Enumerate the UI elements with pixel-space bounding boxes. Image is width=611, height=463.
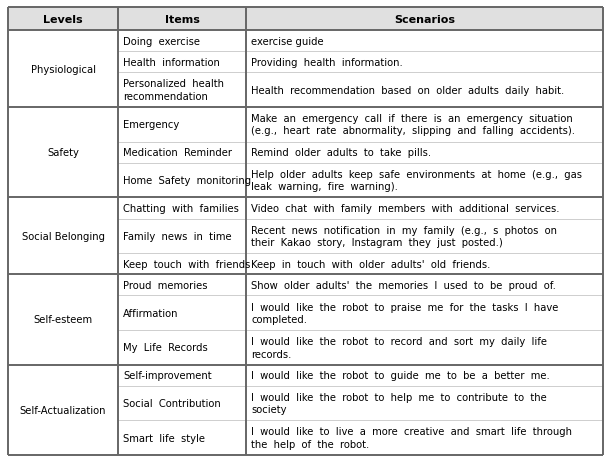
Text: Affirmation: Affirmation (123, 308, 178, 318)
Bar (118, 163, 246, 198)
Bar (118, 198, 246, 219)
Text: Recent  news  notification  in  my  family  (e.g.,  s  photos  on
their  Kakao  : Recent news notification in my family (e… (251, 225, 557, 247)
Bar (118, 142, 246, 163)
Bar (246, 73, 603, 108)
Text: I  would  like  the  robot  to  help  me  to  contribute  to  the
society: I would like the robot to help me to con… (251, 392, 547, 414)
Bar (8, 8, 603, 31)
Bar (118, 420, 246, 455)
Text: Help  older  adults  keep  safe  environments  at  home  (e.g.,  gas
leak  warni: Help older adults keep safe environments… (251, 169, 582, 192)
Text: Physiological: Physiological (31, 64, 95, 75)
Text: Keep  touch  with  friends: Keep touch with friends (123, 259, 251, 269)
Text: Safety: Safety (47, 148, 79, 158)
Text: Family  news  in  time: Family news in time (123, 232, 232, 241)
Text: Medication  Reminder: Medication Reminder (123, 148, 232, 158)
Bar (118, 219, 246, 254)
Bar (8, 275, 118, 365)
Text: Social  Contribution: Social Contribution (123, 398, 221, 408)
Text: Chatting  with  families: Chatting with families (123, 203, 239, 213)
Bar (8, 365, 118, 455)
Bar (246, 108, 603, 142)
Text: My  Life  Records: My Life Records (123, 343, 208, 352)
Text: Levels: Levels (43, 14, 83, 25)
Text: I  would  like  the  robot  to  praise  me  for  the  tasks  I  have
completed.: I would like the robot to praise me for … (251, 302, 558, 324)
Bar (246, 386, 603, 420)
Bar (246, 296, 603, 330)
Bar (118, 73, 246, 108)
Text: Video  chat  with  family  members  with  additional  services.: Video chat with family members with addi… (251, 203, 560, 213)
Text: Keep  in  touch  with  older  adults'  old  friends.: Keep in touch with older adults' old fri… (251, 259, 491, 269)
Text: Providing  health  information.: Providing health information. (251, 58, 403, 68)
Text: Show  older  adults'  the  memories  I  used  to  be  proud  of.: Show older adults' the memories I used t… (251, 280, 556, 290)
Text: I  would  like  to  live  a  more  creative  and  smart  life  through
the  help: I would like to live a more creative and… (251, 426, 572, 449)
Bar (246, 275, 603, 296)
Text: exercise guide: exercise guide (251, 37, 324, 47)
Text: Home  Safety  monitoring: Home Safety monitoring (123, 175, 251, 186)
Bar (246, 163, 603, 198)
Bar (246, 420, 603, 455)
Bar (118, 296, 246, 330)
Text: Scenarios: Scenarios (394, 14, 455, 25)
Text: Smart  life  style: Smart life style (123, 433, 205, 443)
Bar (246, 198, 603, 219)
Text: I  would  like  the  robot  to  record  and  sort  my  daily  life
records.: I would like the robot to record and sor… (251, 337, 547, 359)
Bar (246, 330, 603, 365)
Bar (118, 386, 246, 420)
Bar (118, 330, 246, 365)
Text: Remind  older  adults  to  take  pills.: Remind older adults to take pills. (251, 148, 431, 158)
Text: Doing  exercise: Doing exercise (123, 37, 200, 47)
Text: Emergency: Emergency (123, 120, 179, 130)
Bar (118, 365, 246, 386)
Bar (246, 365, 603, 386)
Bar (8, 108, 118, 198)
Text: Social Belonging: Social Belonging (21, 232, 104, 241)
Bar (118, 254, 246, 275)
Bar (8, 198, 118, 275)
Text: Self-Actualization: Self-Actualization (20, 405, 106, 415)
Text: Items: Items (164, 14, 199, 25)
Bar (118, 31, 246, 52)
Bar (118, 52, 246, 73)
Bar (246, 52, 603, 73)
Text: Proud  memories: Proud memories (123, 280, 208, 290)
Text: Health  information: Health information (123, 58, 220, 68)
Bar (246, 31, 603, 52)
Text: Health  recommendation  based  on  older  adults  daily  habit.: Health recommendation based on older adu… (251, 86, 564, 95)
Text: Self-esteem: Self-esteem (34, 315, 93, 325)
Bar (8, 31, 118, 108)
Bar (246, 219, 603, 254)
Text: Personalized  health
recommendation: Personalized health recommendation (123, 79, 224, 102)
Bar (118, 275, 246, 296)
Bar (246, 142, 603, 163)
Bar (118, 108, 246, 142)
Bar (246, 254, 603, 275)
Text: Self-improvement: Self-improvement (123, 370, 211, 381)
Text: I  would  like  the  robot  to  guide  me  to  be  a  better  me.: I would like the robot to guide me to be… (251, 370, 550, 381)
Text: Make  an  emergency  call  if  there  is  an  emergency  situation
(e.g.,  heart: Make an emergency call if there is an em… (251, 114, 575, 136)
